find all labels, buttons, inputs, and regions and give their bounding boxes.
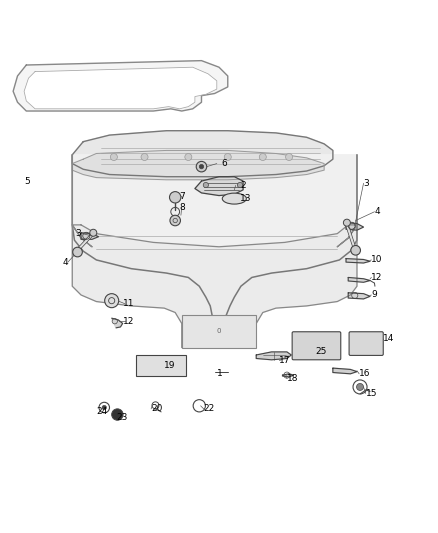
Text: 11: 11 [123,299,134,308]
Text: 23: 23 [116,413,127,422]
Text: 20: 20 [151,405,162,414]
Circle shape [351,246,360,255]
Polygon shape [256,352,291,360]
Polygon shape [195,177,243,196]
Text: 10: 10 [371,255,383,264]
Text: 12: 12 [371,273,383,282]
Text: 15: 15 [366,389,377,398]
Text: 6: 6 [221,159,227,168]
Text: 3: 3 [75,229,81,238]
Circle shape [170,215,180,226]
Text: 5: 5 [24,176,30,185]
Ellipse shape [223,193,246,204]
Text: 25: 25 [315,348,327,357]
Circle shape [112,409,123,420]
Circle shape [203,182,208,188]
Text: 22: 22 [204,405,215,414]
Circle shape [343,219,350,226]
Circle shape [259,154,266,160]
Text: 16: 16 [359,369,371,378]
Text: 4: 4 [374,207,380,216]
Polygon shape [346,223,364,230]
FancyBboxPatch shape [349,332,383,356]
FancyBboxPatch shape [292,332,341,360]
Text: 0: 0 [217,328,221,334]
Circle shape [73,247,82,257]
Text: 1: 1 [217,369,223,378]
Circle shape [199,165,204,169]
Circle shape [141,154,148,160]
Circle shape [357,383,364,391]
Circle shape [237,182,243,188]
Text: 24: 24 [96,407,108,416]
Polygon shape [283,374,293,377]
Polygon shape [24,67,217,109]
Polygon shape [348,278,370,282]
Polygon shape [112,318,123,328]
Text: 2: 2 [240,181,246,190]
FancyBboxPatch shape [136,355,186,376]
Text: 3: 3 [364,179,369,188]
Polygon shape [13,61,228,111]
Circle shape [102,405,106,410]
Text: 18: 18 [287,374,298,383]
Text: 14: 14 [383,334,395,343]
Circle shape [185,154,192,160]
Text: 8: 8 [180,203,185,212]
Polygon shape [81,233,99,239]
Text: 4: 4 [62,257,68,266]
Text: 9: 9 [371,290,377,300]
Circle shape [196,161,207,172]
Circle shape [105,294,119,308]
Circle shape [110,154,117,160]
Polygon shape [348,293,370,299]
Circle shape [224,154,231,160]
Text: 13: 13 [240,194,251,203]
Polygon shape [333,368,357,374]
Text: 19: 19 [164,360,176,369]
Circle shape [286,154,293,160]
Polygon shape [346,259,370,263]
Circle shape [170,191,181,203]
FancyBboxPatch shape [182,314,256,348]
Circle shape [90,229,97,236]
Text: 12: 12 [123,317,134,326]
Text: 17: 17 [279,356,291,365]
Polygon shape [72,131,333,177]
Polygon shape [72,155,357,339]
Polygon shape [72,225,357,348]
Polygon shape [72,150,324,180]
Text: 7: 7 [180,192,185,201]
